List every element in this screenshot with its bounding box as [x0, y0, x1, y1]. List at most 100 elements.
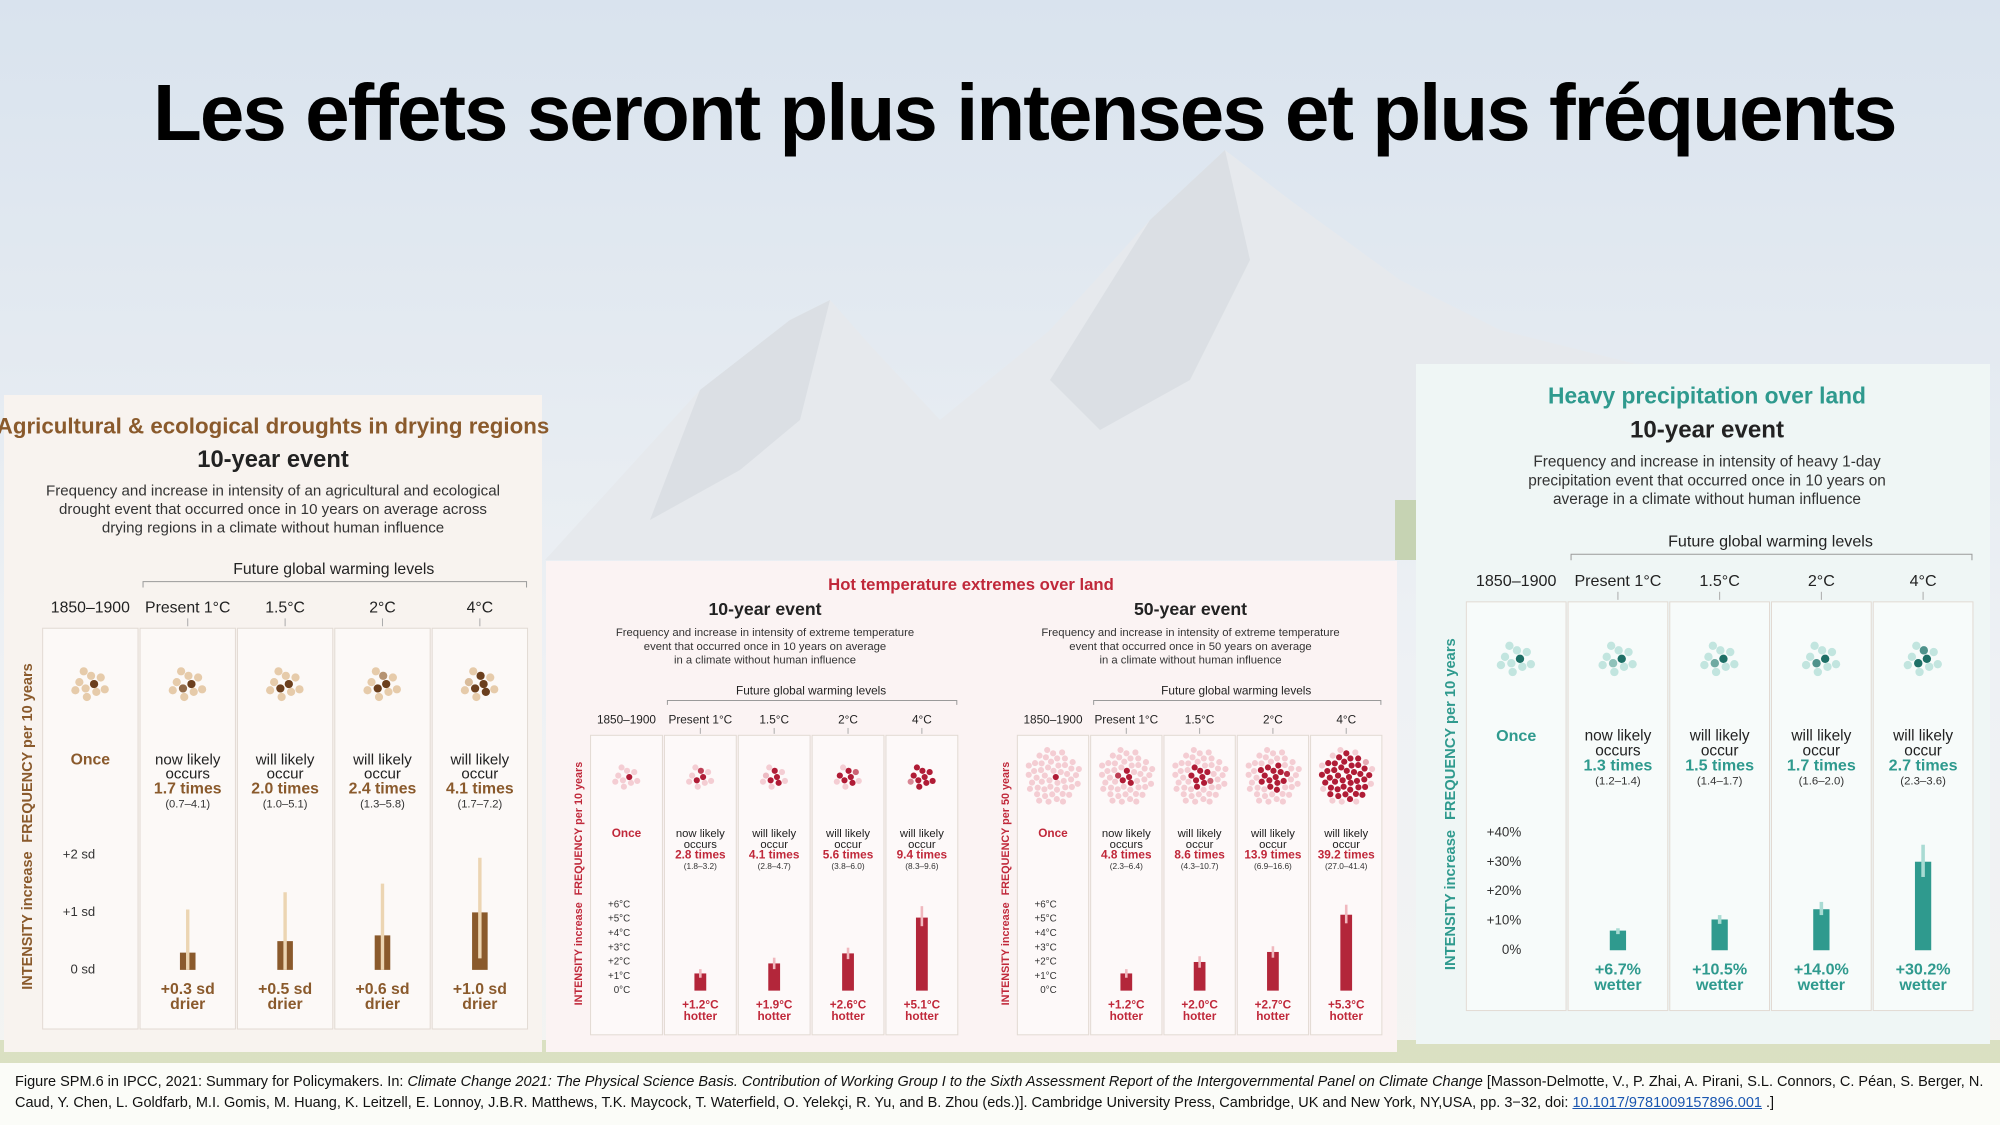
description: Frequency and increase in intensity of e…: [616, 627, 914, 639]
axis-label: INTENSITY increase: [1443, 830, 1459, 970]
dot: [1120, 783, 1127, 790]
frequency-label: 2.4 times: [349, 780, 417, 797]
dot-highlight: [1339, 777, 1346, 784]
value-note: hotter: [757, 1009, 791, 1023]
dot: [1045, 798, 1052, 805]
frequency-note: occur: [1803, 742, 1841, 759]
dot: [472, 692, 481, 702]
dot-highlight: [697, 767, 704, 774]
dot-cluster: [460, 667, 499, 702]
category-label: 2°C: [1263, 713, 1283, 727]
dot: [1149, 765, 1156, 773]
value-label: +0.3 sd: [161, 981, 215, 998]
caption-text: Figure SPM.6 in IPCC, 2021: Summary for …: [15, 1074, 404, 1090]
dot: [1133, 798, 1140, 805]
dot-highlight: [1338, 764, 1345, 771]
dot: [1041, 772, 1048, 779]
dot: [1068, 765, 1075, 772]
frequency-note: occur: [1701, 742, 1739, 759]
dot-highlight: [1126, 773, 1133, 781]
value-label: +1.0 sd: [453, 981, 507, 998]
group-label: Future global warming levels: [1668, 532, 1873, 550]
dot-highlight: [923, 779, 930, 786]
value-note: wetter: [1593, 976, 1642, 994]
dot: [1075, 765, 1082, 773]
frequency-note: occurs: [1595, 742, 1641, 759]
dot: [1061, 762, 1069, 769]
dot: [1050, 750, 1057, 757]
dot-highlight: [276, 684, 285, 693]
frequency-note: occurs: [1110, 839, 1144, 851]
y-tick-label: +20%: [1487, 883, 1522, 898]
dot: [189, 687, 198, 696]
dot: [1111, 760, 1118, 767]
frequency-note: occur: [908, 839, 936, 851]
dot: [100, 685, 109, 694]
dot-highlight: [841, 777, 848, 784]
dot: [686, 778, 693, 785]
dot: [1206, 798, 1213, 805]
dot: [1127, 786, 1134, 793]
dot: [1062, 784, 1069, 791]
dot-highlight: [1331, 767, 1338, 774]
dot-highlight: [852, 769, 859, 776]
doi-link[interactable]: 10.1017/9781009157896.001: [1572, 1095, 1762, 1111]
dot: [1628, 659, 1637, 669]
dot-highlight: [1342, 791, 1349, 798]
dot-highlight: [464, 678, 473, 687]
dot: [759, 778, 767, 785]
dot: [1026, 785, 1034, 792]
dot-highlight: [382, 679, 391, 689]
dot-cluster: [363, 667, 401, 702]
dot-highlight: [1366, 772, 1373, 779]
dot: [198, 685, 207, 694]
bar: [1193, 961, 1206, 991]
axis-label: FREQUENCY per 10 years: [1443, 638, 1459, 820]
frequency-label: 2.8 times: [675, 848, 726, 862]
value-note: hotter: [831, 1009, 865, 1023]
dot: [1369, 765, 1376, 773]
dot: [1146, 772, 1153, 779]
dot-highlight: [1362, 759, 1369, 766]
frequency-note: now likely: [1585, 728, 1652, 745]
dot: [1210, 770, 1217, 778]
dot: [1106, 774, 1113, 781]
dot-highlight: [919, 767, 926, 774]
category-label: 1850–1900: [597, 713, 656, 727]
caption: Figure SPM.6 in IPCC, 2021: Summary for …: [0, 1063, 2000, 1125]
dot: [1064, 770, 1071, 778]
dot: [82, 692, 91, 702]
dot: [1175, 779, 1182, 786]
frequency-label: 5.6 times: [823, 848, 874, 862]
axis-label: FREQUENCY per 10 years: [20, 663, 36, 842]
dot-highlight: [1275, 762, 1282, 769]
dot-highlight: [1258, 778, 1265, 785]
dot: [1700, 660, 1709, 670]
dot-highlight: [1914, 659, 1923, 668]
value-note: wetter: [1695, 976, 1744, 994]
dot-highlight: [910, 772, 917, 779]
frequency-note: occur: [1332, 839, 1360, 851]
category-label: 1850–1900: [1023, 713, 1082, 727]
dot: [1127, 755, 1134, 762]
dot: [1721, 662, 1730, 671]
bar: [768, 963, 781, 991]
dot: [1295, 765, 1302, 773]
dot-highlight: [762, 772, 770, 779]
dot-highlight: [1348, 762, 1355, 769]
dot: [855, 777, 862, 785]
dot-highlight: [1350, 769, 1358, 776]
dot: [1526, 659, 1536, 669]
frequency-label: Once: [71, 751, 111, 768]
dot: [1253, 791, 1261, 798]
bar: [1609, 930, 1627, 951]
dot-highlight: [1274, 779, 1281, 786]
frequency-range: (1.6–2.0): [1799, 775, 1845, 787]
dot: [1187, 786, 1195, 793]
dot: [1042, 754, 1049, 761]
dot: [1066, 791, 1073, 798]
dot: [1178, 760, 1185, 767]
dot: [1180, 791, 1187, 798]
dot: [1139, 791, 1146, 798]
frequency-range: (3.8–6.0): [831, 861, 864, 871]
